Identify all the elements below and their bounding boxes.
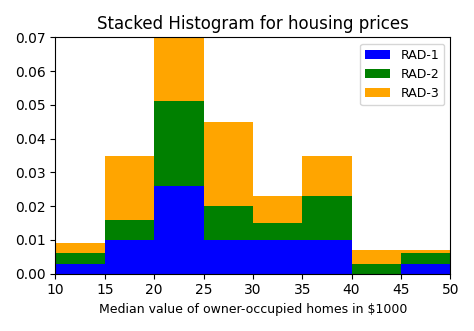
- Legend: RAD-1, RAD-2, RAD-3: RAD-1, RAD-2, RAD-3: [360, 44, 444, 105]
- Bar: [203, 206, 253, 240]
- Bar: [450, 250, 474, 263]
- Bar: [55, 254, 105, 263]
- Bar: [154, 186, 203, 274]
- Bar: [105, 156, 154, 220]
- Bar: [55, 263, 105, 274]
- Bar: [302, 196, 352, 240]
- Bar: [203, 240, 253, 274]
- Bar: [253, 196, 302, 223]
- Bar: [302, 240, 352, 274]
- Bar: [253, 223, 302, 240]
- Bar: [450, 263, 474, 274]
- Bar: [105, 240, 154, 274]
- Bar: [401, 263, 450, 274]
- Bar: [352, 250, 401, 263]
- Bar: [154, 37, 203, 102]
- Bar: [352, 263, 401, 274]
- Bar: [401, 254, 450, 263]
- Bar: [203, 122, 253, 206]
- Bar: [253, 240, 302, 274]
- Bar: [302, 156, 352, 196]
- X-axis label: Median value of owner-occupied homes in $1000: Median value of owner-occupied homes in …: [99, 303, 407, 316]
- Bar: [55, 243, 105, 254]
- Bar: [154, 102, 203, 186]
- Bar: [401, 250, 450, 254]
- Bar: [105, 220, 154, 240]
- Title: Stacked Histogram for housing prices: Stacked Histogram for housing prices: [97, 15, 409, 33]
